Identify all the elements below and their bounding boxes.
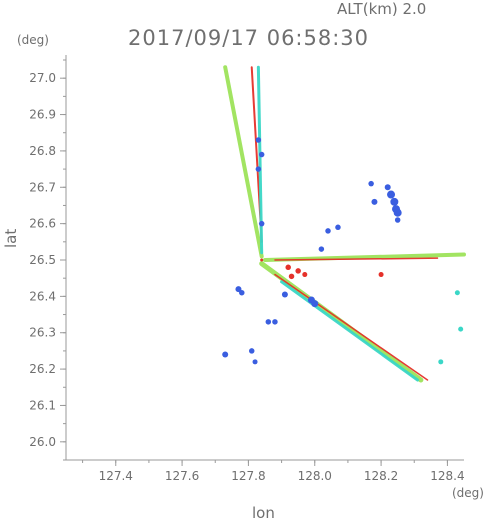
echo-30 [454, 290, 460, 296]
beam-0 [223, 65, 264, 259]
echo-29 [378, 272, 384, 278]
echo-19 [311, 300, 319, 308]
echo-15 [235, 286, 242, 293]
y-tick-label-6: 26.6 [29, 217, 56, 231]
echo-32 [438, 359, 444, 365]
y-tick-label-7: 26.7 [29, 180, 56, 194]
y-tick-label-4: 26.4 [29, 289, 56, 303]
x-tick-label-2: 127.8 [231, 469, 265, 483]
echo-11 [255, 137, 262, 143]
echo-27 [288, 273, 295, 280]
x-tick-label-5: 128.4 [430, 469, 464, 483]
echo-31 [458, 326, 464, 332]
echo-13 [255, 166, 262, 172]
x-axis-title: lon [252, 504, 275, 522]
echo-6 [368, 180, 374, 187]
y-tick-label-9: 26.9 [29, 108, 56, 122]
beam-4 [274, 257, 439, 261]
echo-7 [394, 217, 401, 223]
x-tick-label-3: 128.0 [298, 469, 332, 483]
echo-20 [265, 319, 272, 325]
echo-26 [295, 268, 301, 274]
echo-28 [302, 272, 308, 278]
x-axis-unit: (deg) [452, 486, 484, 500]
y-tick-label-1: 26.1 [29, 398, 56, 412]
echo-3 [393, 208, 402, 217]
plot-axes: 26.0 26.1 26.2 26.3 26.4 26.5 26.6 26.7 26.8 26.9… [29, 55, 465, 483]
y-tick-label-3: 26.3 [29, 326, 56, 340]
echo-1 [390, 197, 399, 206]
echo-22 [248, 348, 255, 354]
echo-16 [239, 289, 245, 296]
y-tick-label-0: 26.0 [29, 435, 56, 449]
y-tick-label-8: 26.8 [29, 144, 56, 158]
y-axis-unit: (deg) [17, 33, 49, 47]
echo-17 [281, 291, 288, 298]
echo-9 [325, 228, 331, 234]
beam-6 [280, 280, 420, 382]
echo-21 [272, 319, 278, 325]
echo-24 [252, 359, 258, 365]
x-tick-label-0: 127.4 [99, 469, 133, 483]
x-tick-label-4: 128.2 [364, 469, 398, 483]
echo-4 [384, 184, 391, 191]
echo-5 [371, 198, 378, 205]
y-tick-label-5: 26.5 [29, 253, 56, 267]
echo-8 [335, 224, 341, 231]
echo-14 [258, 220, 265, 227]
y-tick-label-2: 26.2 [29, 362, 56, 376]
y-tick-label-10: 27.0 [29, 71, 56, 85]
altitude-label: ALT(km) 2.0 [337, 0, 427, 18]
x-tick-label-1: 127.6 [165, 469, 199, 483]
timestamp-title: 2017/09/17 06:58:30 [128, 26, 370, 50]
echo-0 [387, 190, 396, 199]
echo-12 [258, 151, 265, 158]
radar-site-marker [260, 258, 264, 262]
echo-10 [318, 246, 325, 252]
echo-25 [285, 264, 291, 271]
plot-marks [222, 65, 466, 383]
echo-23 [222, 351, 229, 358]
beam-7 [274, 273, 429, 381]
